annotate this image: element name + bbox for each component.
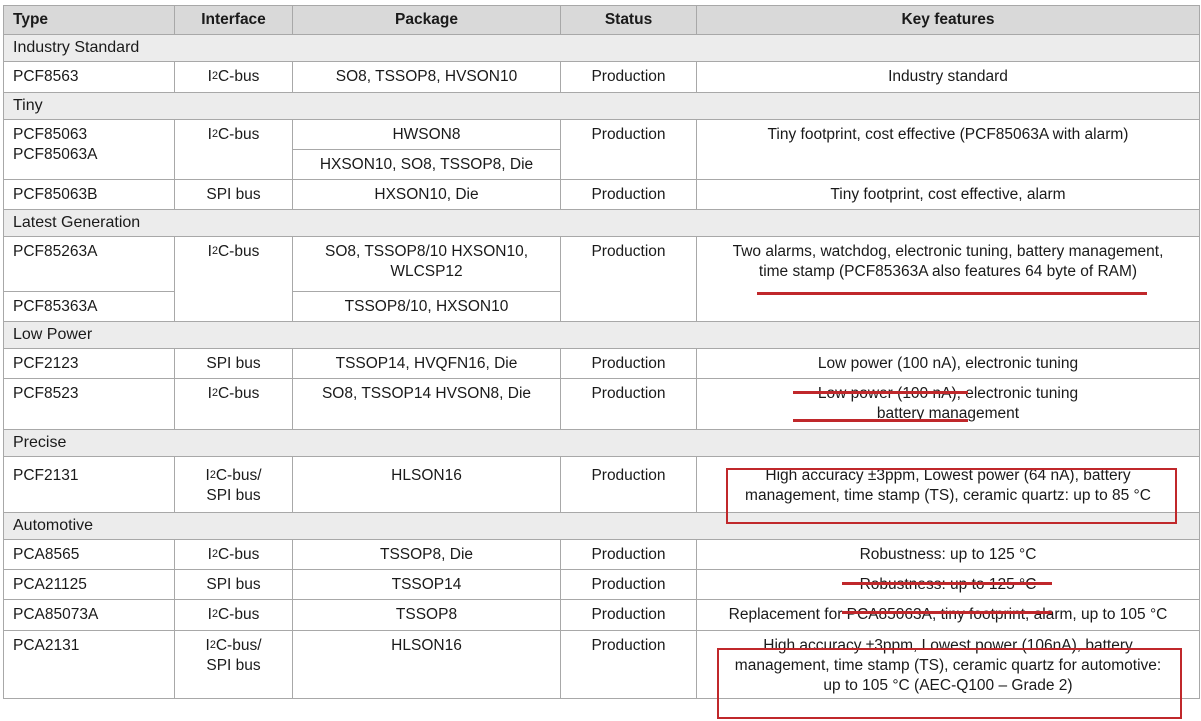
header-type: Type — [3, 5, 175, 35]
group-automotive: Automotive — [3, 512, 1200, 540]
type-cell: PCF85263A — [3, 236, 175, 292]
status-cell: Production — [560, 539, 697, 570]
features-cell: Tiny footprint, cost effective (PCF85063… — [696, 119, 1200, 180]
header-row: Type Interface Package Status Key featur… — [3, 5, 1200, 35]
table-row: HXSON10, SO8, TSSOP8, Die — [4, 149, 1200, 180]
table-row: PCF2123 SPI bus TSSOP14, HVQFN16, Die Pr… — [3, 348, 1200, 379]
package-cell: HXSON10, Die — [292, 179, 561, 210]
table-row: PCA2131 I2C-bus/SPI bus HLSON16 Producti… — [3, 630, 1200, 699]
group-precise: Precise — [3, 429, 1200, 457]
group-row: Low Power — [3, 321, 1200, 349]
interface-cell: I2C-bus — [174, 539, 293, 570]
package-cell: TSSOP8, Die — [292, 539, 561, 570]
status-cell: Production — [560, 61, 697, 93]
group-row: Latest Generation — [3, 209, 1200, 237]
table-row: PCF2131 I2C-bus/SPI bus HLSON16 Producti… — [3, 456, 1200, 513]
package-cell: HLSON16 — [292, 456, 561, 513]
interface-cell: SPI bus — [174, 569, 293, 600]
package-cell: HWSON8 — [292, 119, 561, 150]
package-cell: TSSOP8/10, HXSON10 — [292, 291, 561, 322]
type-cell: PCA2131 — [3, 630, 175, 699]
type-cell: PCA21125 — [3, 569, 175, 600]
type-cell: PCF85063 PCF85063A — [3, 119, 175, 180]
status-cell: Production — [560, 119, 697, 180]
table-row: PCA85073A I2C-bus TSSOP8 Production Repl… — [3, 599, 1200, 631]
type-cell: PCA8565 — [3, 539, 175, 570]
group-lowpower: Low Power — [3, 321, 1200, 349]
status-cell: Production — [560, 599, 697, 631]
interface-cell: I2C-bus — [174, 236, 293, 322]
group-tiny: Tiny — [3, 92, 1200, 120]
header-status: Status — [560, 5, 697, 35]
type-cell: PCF8563 — [3, 61, 175, 93]
table-row: PCA8565 I2C-bus TSSOP8, Die Production R… — [3, 539, 1200, 570]
status-cell: Production — [560, 236, 697, 322]
package-cell: SO8, TSSOP8/10 HXSON10, WLCSP12 — [292, 236, 561, 292]
features-cell: Industry standard — [696, 61, 1200, 93]
interface-cell: I2C-bus — [174, 61, 293, 93]
status-cell: Production — [560, 456, 697, 513]
interface-cell: SPI bus — [174, 179, 293, 210]
package-cell: SO8, TSSOP8, HVSON10 — [292, 61, 561, 93]
group-latest: Latest Generation — [3, 209, 1200, 237]
highlight-box — [726, 468, 1177, 524]
rtc-product-table: Type Interface Package Status Key featur… — [3, 5, 1200, 699]
header-package: Package — [292, 5, 561, 35]
features-cell: High accuracy ±3ppm, Lowest power (106nA… — [696, 630, 1200, 699]
table-row: PCF85063B SPI bus HXSON10, Die Productio… — [3, 179, 1200, 210]
status-cell: Production — [560, 378, 697, 430]
type-cell: PCF2123 — [3, 348, 175, 379]
features-cell: Replacement for PCA85063A, tiny footprin… — [696, 599, 1200, 631]
package-cell: HLSON16 — [292, 630, 561, 699]
table-row: PCF85363A TSSOP8/10, HXSON10 — [3, 291, 1200, 322]
status-cell: Production — [560, 348, 697, 379]
type-cell: PCF2131 — [3, 456, 175, 513]
table-row: PCF85263A I2C-bus SO8, TSSOP8/10 HXSON10… — [3, 236, 1200, 322]
group-row: Automotive — [3, 512, 1200, 540]
table-row: PCF8563 I2C-bus SO8, TSSOP8, HVSON10 Pro… — [3, 61, 1200, 93]
header-features: Key features — [696, 5, 1200, 35]
interface-cell: I2C-bus — [174, 599, 293, 631]
highlight-underline — [757, 292, 1147, 295]
type-cell: PCA85073A — [3, 599, 175, 631]
interface-cell: I2C-bus — [174, 119, 293, 180]
type-cell: PCF85363A — [3, 291, 175, 322]
group-row: Precise — [3, 429, 1200, 457]
interface-cell: SPI bus — [174, 348, 293, 379]
package-cell: TSSOP8 — [292, 599, 561, 631]
interface-cell: I2C-bus/SPI bus — [174, 630, 293, 699]
type-cell: PCF8523 — [3, 378, 175, 430]
interface-cell: I2C-bus — [174, 378, 293, 430]
features-cell: High accuracy ±3ppm, Lowest power (64 nA… — [696, 456, 1200, 513]
features-cell: Robustness: up to 125 °C — [696, 539, 1200, 570]
highlight-box — [717, 648, 1182, 719]
highlight-underline — [793, 419, 968, 422]
highlight-underline — [842, 582, 1052, 585]
table-row: PCF85063 PCF85063A I2C-bus HWSON8 Product… — [3, 119, 1200, 180]
group-industry: Industry Standard — [3, 34, 1200, 62]
package-cell: HXSON10, SO8, TSSOP8, Die — [292, 149, 561, 180]
highlight-underline — [793, 391, 968, 394]
header-interface: Interface — [174, 5, 293, 35]
status-cell: Production — [560, 630, 697, 699]
type-cell: PCF85063B — [3, 179, 175, 210]
interface-cell: I2C-bus/SPI bus — [174, 456, 293, 513]
features-cell: Low power (100 nA), electronic tuning — [696, 348, 1200, 379]
features-cell: Two alarms, watchdog, electronic tuning,… — [696, 236, 1200, 322]
package-cell: TSSOP14, HVQFN16, Die — [292, 348, 561, 379]
status-cell: Production — [560, 179, 697, 210]
features-cell: Tiny footprint, cost effective, alarm — [696, 179, 1200, 210]
status-cell: Production — [560, 569, 697, 600]
highlight-underline — [842, 611, 1052, 614]
group-row: Tiny — [3, 92, 1200, 120]
table-row: PCF8523 I2C-bus SO8, TSSOP14 HVSON8, Die… — [3, 378, 1200, 430]
package-cell: SO8, TSSOP14 HVSON8, Die — [292, 378, 561, 430]
package-cell: TSSOP14 — [292, 569, 561, 600]
group-row: Industry Standard — [3, 34, 1200, 62]
